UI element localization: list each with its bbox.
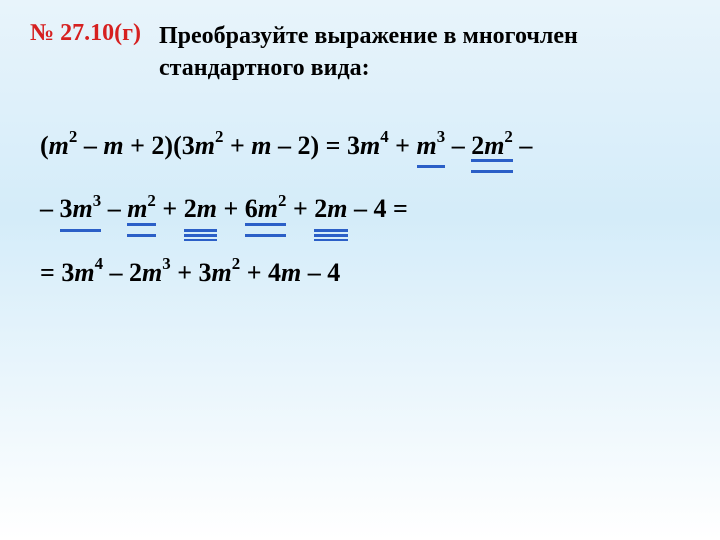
exp-2f: 2 bbox=[232, 254, 240, 273]
term-m3b: m bbox=[73, 194, 93, 223]
op-plus-c: + bbox=[389, 131, 417, 160]
term-m2: m bbox=[49, 131, 69, 160]
task-text: Преобразуйте выражение в многочлен станд… bbox=[159, 20, 690, 85]
exp-3: 3 bbox=[437, 127, 445, 146]
op-minus-h: – bbox=[301, 258, 327, 287]
op-minus-g: – bbox=[103, 258, 129, 287]
exp-2: 2 bbox=[69, 127, 77, 146]
op-plus-d: + bbox=[156, 194, 184, 223]
term-me: m bbox=[281, 258, 301, 287]
paren-open: ( bbox=[40, 131, 49, 160]
term-m3-underlined: m3 bbox=[417, 125, 446, 167]
math-line-2: – 3m3 – m2 + 2m + 6m2 + 2m – 4 = bbox=[40, 188, 690, 230]
header-row: № 27.10(г) Преобразуйте выражение в мног… bbox=[30, 20, 690, 85]
term-m2e: m bbox=[258, 194, 278, 223]
paren-mid: )( bbox=[164, 131, 181, 160]
const-4b: 4 bbox=[327, 258, 340, 287]
math-line-1: (m2 – m + 2)(3m2 + m – 2) = 3m4 + m3 – 2… bbox=[40, 125, 690, 167]
term-6m2-underlined: 6m2 bbox=[245, 188, 287, 230]
term-2m-b-underlined: 2m bbox=[314, 188, 347, 230]
coef-3b: 3 bbox=[347, 131, 360, 160]
op-minus-c: – bbox=[445, 131, 471, 160]
term-m: m bbox=[103, 131, 123, 160]
term-mb: m bbox=[251, 131, 271, 160]
op-plus-h: + bbox=[240, 258, 268, 287]
op-minus-b: – bbox=[272, 131, 298, 160]
exp-2d: 2 bbox=[147, 191, 155, 210]
coef-4: 4 bbox=[268, 258, 281, 287]
op-plus-b: + bbox=[223, 131, 251, 160]
op-minus-e: – bbox=[101, 194, 127, 223]
op-plus-g: + bbox=[171, 258, 199, 287]
term-m3: m bbox=[417, 131, 437, 160]
term-2m2-underlined: 2m2 bbox=[471, 125, 513, 167]
coef-2: 2 bbox=[471, 131, 484, 160]
term-3m3-underlined: 3m3 bbox=[60, 188, 102, 230]
math-content: (m2 – m + 2)(3m2 + m – 2) = 3m4 + m3 – 2… bbox=[30, 125, 690, 294]
term-m2d: m bbox=[127, 194, 147, 223]
exp-2e: 2 bbox=[278, 191, 286, 210]
paren-close-eq: ) = bbox=[311, 131, 347, 160]
math-line-3: = 3m4 – 2m3 + 3m2 + 4m – 4 bbox=[40, 252, 690, 294]
coef-6: 6 bbox=[245, 194, 258, 223]
op-minus-start: – bbox=[40, 194, 60, 223]
term-2m-underlined: 2m bbox=[184, 188, 217, 230]
coef-3e: 3 bbox=[199, 258, 212, 287]
coef-3d: 3 bbox=[61, 258, 74, 287]
term-md: m bbox=[327, 194, 347, 223]
exp-4b: 4 bbox=[95, 254, 103, 273]
op-plus-f: + bbox=[286, 194, 314, 223]
coef-3c: 3 bbox=[60, 194, 73, 223]
term-m2f: m bbox=[212, 258, 232, 287]
const-2: 2 bbox=[151, 131, 164, 160]
eq-start: = bbox=[40, 258, 61, 287]
coef-2d: 2 bbox=[129, 258, 142, 287]
term-m2b: m bbox=[195, 131, 215, 160]
exp-3c: 3 bbox=[162, 254, 170, 273]
eq-end: = bbox=[387, 194, 408, 223]
op-minus-f: – bbox=[348, 194, 374, 223]
op-minus: – bbox=[77, 131, 103, 160]
const-4: 4 bbox=[374, 194, 387, 223]
op-minus-d: – bbox=[513, 131, 533, 160]
term-mc: m bbox=[197, 194, 217, 223]
coef-2b: 2 bbox=[184, 194, 197, 223]
op-plus-e: + bbox=[217, 194, 245, 223]
term-m4b: m bbox=[74, 258, 94, 287]
term-m2c: m bbox=[484, 131, 504, 160]
coef-3: 3 bbox=[182, 131, 195, 160]
exp-3b: 3 bbox=[93, 191, 101, 210]
exp-2c: 2 bbox=[504, 127, 512, 146]
term-m2-underlined: m2 bbox=[127, 188, 156, 230]
op-plus: + bbox=[124, 131, 152, 160]
const-2b: 2 bbox=[298, 131, 311, 160]
exp-4: 4 bbox=[380, 127, 388, 146]
coef-2c: 2 bbox=[314, 194, 327, 223]
term-m3c: m bbox=[142, 258, 162, 287]
problem-number: № 27.10(г) bbox=[30, 20, 141, 47]
term-m4: m bbox=[360, 131, 380, 160]
exp-2b: 2 bbox=[215, 127, 223, 146]
